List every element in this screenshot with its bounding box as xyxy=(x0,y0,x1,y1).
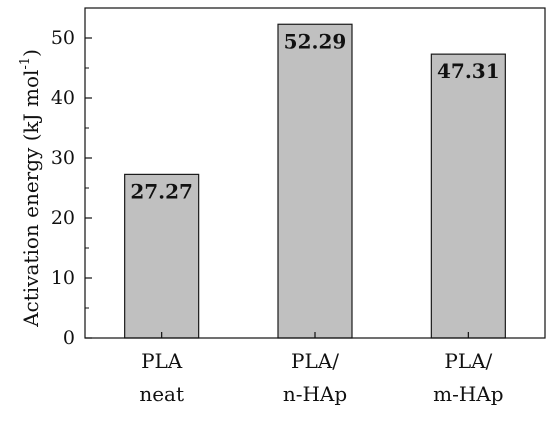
data-labels-group: 27.27 52.29 47.31 xyxy=(130,29,499,203)
y-tick-label-0: 0 xyxy=(63,327,75,349)
data-label-2: 47.31 xyxy=(437,59,500,83)
x-category-label-1: PLA/n-HAp xyxy=(283,349,347,406)
y-tick-label-2: 20 xyxy=(51,207,75,229)
x-category-label-2: PLA/m-HAp xyxy=(433,349,503,406)
y-axis-title: Activation energy (kJ mol-1) xyxy=(18,49,43,328)
y-axis-title-main: Activation energy (kJ mol xyxy=(19,70,43,328)
bar-2 xyxy=(430,53,506,339)
x-category-labels-group: PLA neat PLA/n-HAp PLA/m-HAp xyxy=(139,332,504,406)
y-ticks-group: 0 10 20 30 40 50 xyxy=(51,27,92,349)
data-label-1: 52.29 xyxy=(284,29,347,53)
y-tick-label-3: 30 xyxy=(51,147,75,169)
y-tick-label-4: 40 xyxy=(51,87,75,109)
bar-1 xyxy=(277,23,353,339)
data-label-0: 27.27 xyxy=(130,179,193,203)
bar-0 xyxy=(124,173,200,339)
y-tick-label-1: 10 xyxy=(51,267,75,289)
bars-group xyxy=(124,23,506,339)
y-axis-title-superscript: -1 xyxy=(18,57,33,70)
x-category-label-0: PLA neat xyxy=(139,349,184,406)
y-axis-title-suffix: ) xyxy=(19,49,43,57)
y-tick-label-5: 50 xyxy=(51,27,75,49)
